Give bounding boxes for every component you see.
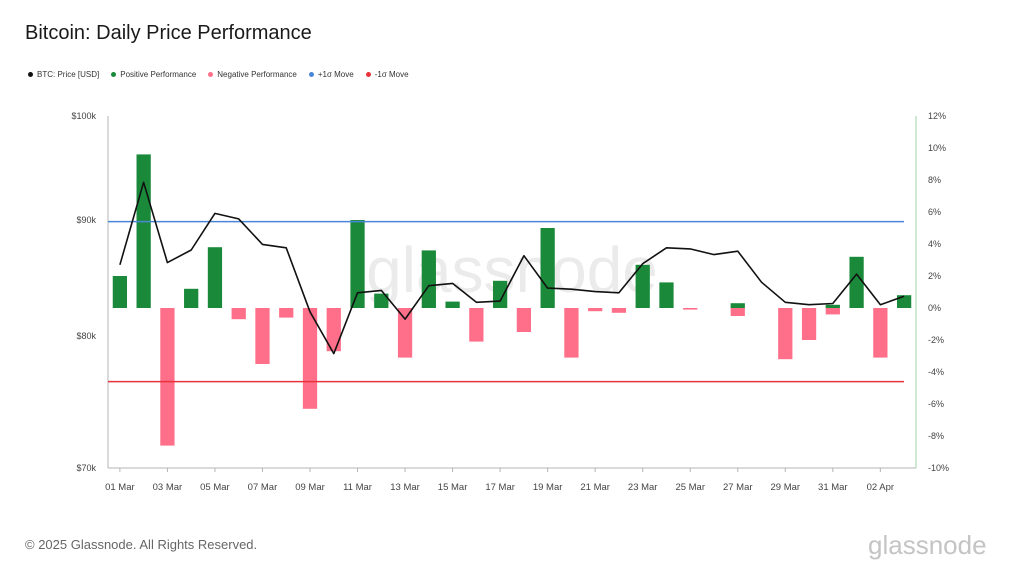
positive-bar	[540, 228, 555, 308]
legend-label: Positive Performance	[120, 70, 197, 79]
legend-label: BTC: Price [USD]	[37, 70, 100, 79]
x-tick-label: 11 Mar	[343, 482, 372, 493]
negative-bar	[683, 308, 698, 310]
legend-item-plus-sigma[interactable]: +1σ Move	[308, 70, 354, 79]
negative-bar	[160, 308, 175, 446]
right-tick-label: -2%	[928, 335, 944, 345]
copyright-text: © 2025 Glassnode. All Rights Reserved.	[25, 537, 258, 552]
x-tick-label: 29 Mar	[771, 482, 801, 493]
positive-bar	[374, 293, 389, 308]
right-tick-label: -4%	[928, 367, 944, 377]
right-tick-label: 6%	[928, 207, 941, 217]
right-tick-label: -8%	[928, 431, 944, 441]
negative-bar	[255, 308, 270, 364]
right-tick-label: 10%	[928, 143, 946, 153]
positive-bar	[659, 282, 674, 308]
watermark: glassnode	[366, 234, 658, 306]
negative-bar	[730, 308, 745, 316]
right-tick-label: 0%	[928, 303, 941, 313]
x-tick-label: 05 Mar	[200, 482, 230, 493]
x-tick-label: 13 Mar	[390, 482, 420, 493]
x-tick-label: 21 Mar	[580, 482, 610, 493]
x-tick-label: 27 Mar	[723, 482, 753, 493]
x-tick-label: 19 Mar	[533, 482, 563, 493]
positive-bar	[492, 280, 508, 308]
negative-bar	[611, 308, 627, 313]
right-tick-label: 12%	[928, 111, 946, 121]
positive-bar	[207, 247, 223, 308]
negative-bar	[588, 308, 603, 312]
price-line	[119, 181, 905, 355]
right-tick-label: -10%	[928, 463, 949, 473]
btc-price-line	[119, 181, 905, 355]
negative-bar	[279, 308, 294, 318]
x-tick-label: 31 Mar	[818, 482, 848, 493]
axes: $100k $90k $80k $70k 12% 10% 8% 6% 4% 2% 0% -2% -4% -…	[71, 111, 949, 493]
legend-label: +1σ Move	[317, 70, 354, 79]
negative-bar	[469, 308, 484, 342]
positive-bar	[445, 301, 460, 308]
legend-item-price[interactable]: BTC: Price [USD]	[28, 70, 99, 79]
negative-bar	[564, 308, 579, 358]
right-tick-label: -6%	[928, 399, 944, 409]
x-tick-label: 01 Mar	[105, 482, 135, 493]
negative-bar	[873, 308, 888, 358]
x-tick-label: 17 Mar	[485, 482, 515, 493]
legend-item-positive[interactable]: Positive Performance	[111, 70, 196, 79]
left-tick-label: $90k	[76, 215, 96, 225]
positive-bar	[421, 250, 436, 308]
positive-bar	[635, 264, 650, 308]
positive-bar	[112, 276, 128, 308]
glassnode-logo: glassnode	[868, 530, 987, 560]
positive-bar	[849, 256, 864, 308]
x-tick-label: 07 Mar	[248, 482, 278, 493]
legend-dot-icon	[208, 72, 214, 77]
positive-bar	[730, 303, 745, 308]
right-tick-label: 8%	[928, 175, 941, 185]
x-tick-label: 15 Mar	[438, 482, 468, 493]
x-tick-label: 02 Apr	[867, 482, 894, 493]
right-tick-label: 2%	[928, 271, 941, 281]
legend-dot-icon	[111, 72, 117, 77]
negative-bar	[778, 308, 793, 360]
right-tick-label: 4%	[928, 239, 941, 249]
negative-bar	[825, 308, 840, 315]
chart-title: Bitcoin: Daily Price Performance	[25, 22, 312, 44]
negative-bar	[326, 308, 341, 352]
positive-bar	[184, 288, 199, 308]
x-tick-label: 25 Mar	[675, 482, 705, 493]
negative-bar	[516, 308, 532, 332]
negative-bar	[397, 308, 413, 358]
legend-item-negative[interactable]: Negative Performance	[208, 70, 297, 79]
positive-bar	[136, 154, 151, 308]
left-tick-label: $100k	[71, 111, 96, 121]
positive-bar	[825, 304, 840, 308]
x-tick-label: 09 Mar	[295, 482, 325, 493]
left-tick-label: $80k	[76, 331, 96, 341]
negative-bar	[231, 308, 246, 320]
legend: BTC: Price [USD] Positive Performance Ne…	[28, 70, 409, 79]
x-tick-label: 23 Mar	[628, 482, 658, 493]
legend-dot-icon	[365, 72, 371, 77]
negative-bar	[801, 308, 817, 340]
positive-bar	[350, 220, 365, 308]
left-tick-label: $70k	[76, 463, 96, 473]
negative-bar	[302, 308, 318, 409]
legend-item-minus-sigma[interactable]: -1σ Move	[365, 70, 409, 79]
bars	[112, 154, 912, 446]
x-tick-label: 03 Mar	[153, 482, 183, 493]
legend-dot-icon	[28, 72, 33, 77]
legend-label: -1σ Move	[374, 70, 409, 79]
legend-label: Negative Performance	[217, 70, 297, 79]
legend-dot-icon	[308, 72, 314, 77]
